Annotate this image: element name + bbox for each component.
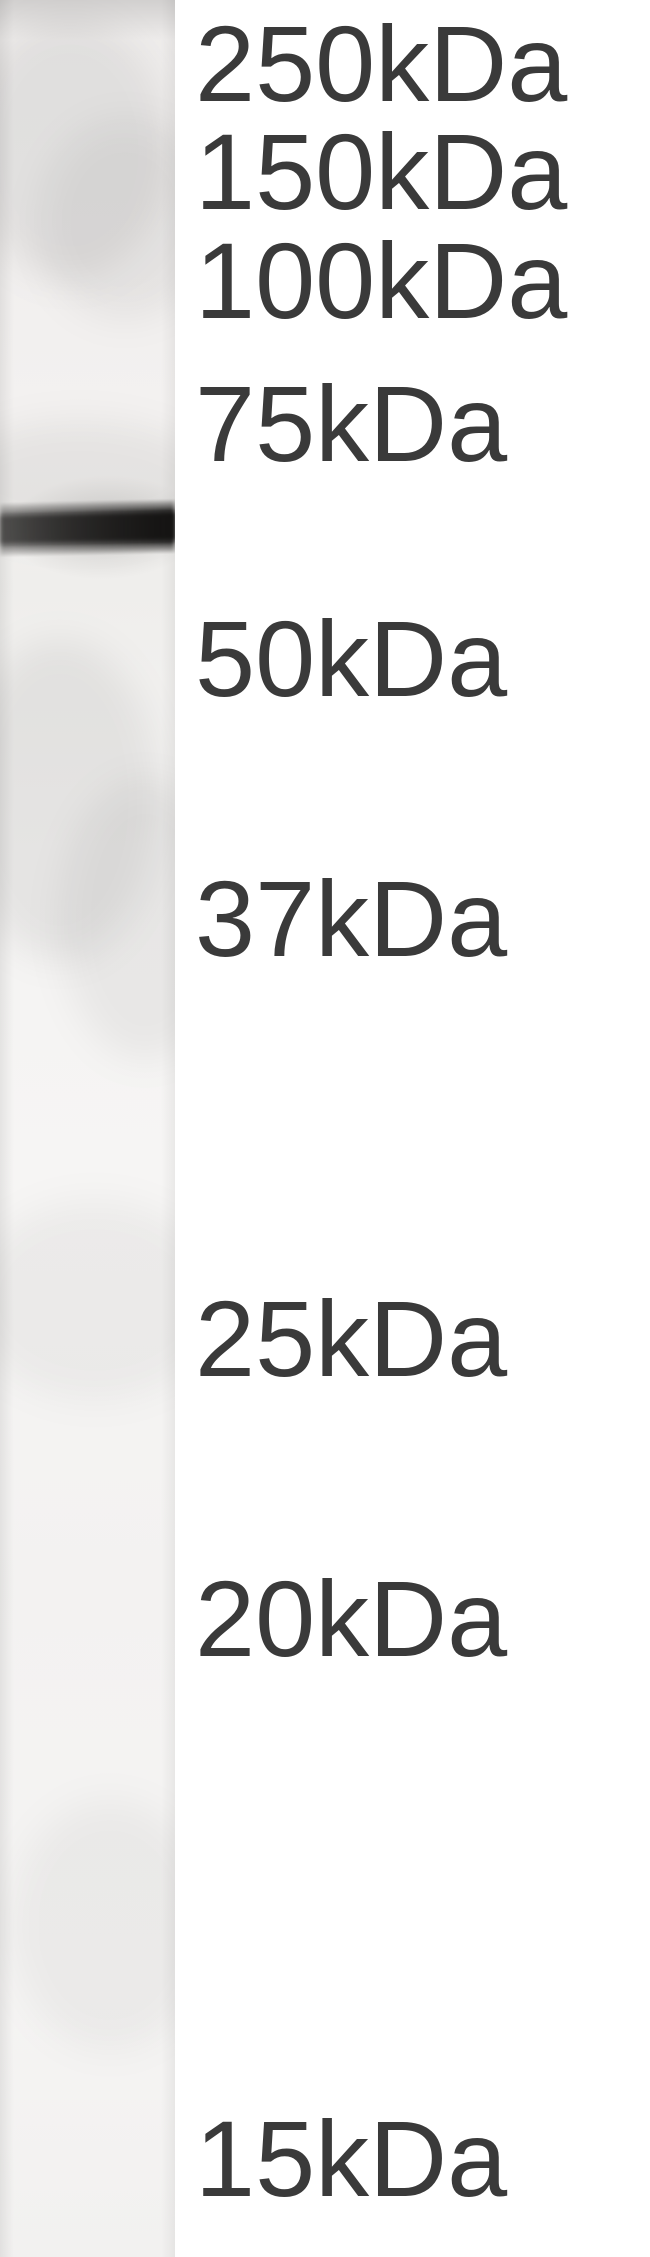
- mw-labels: 250kDa150kDa100kDa 75kDa 50kDa 37kDa 25kDa 20…: [0, 0, 650, 2257]
- mw-label-6: 25kDa: [195, 1285, 507, 1393]
- mw-label-4: 50kDa: [195, 605, 507, 713]
- mw-label-1: 150kDa: [195, 118, 567, 226]
- mw-label-3: 75kDa: [195, 370, 507, 478]
- mw-label-7: 20kDa: [195, 1565, 507, 1673]
- mw-label-5: 37kDa: [195, 865, 507, 973]
- mw-label-2: 100kDa: [195, 227, 567, 335]
- mw-label-8: 15kDa: [195, 2105, 507, 2213]
- mw-label-0: 250kDa: [195, 10, 567, 118]
